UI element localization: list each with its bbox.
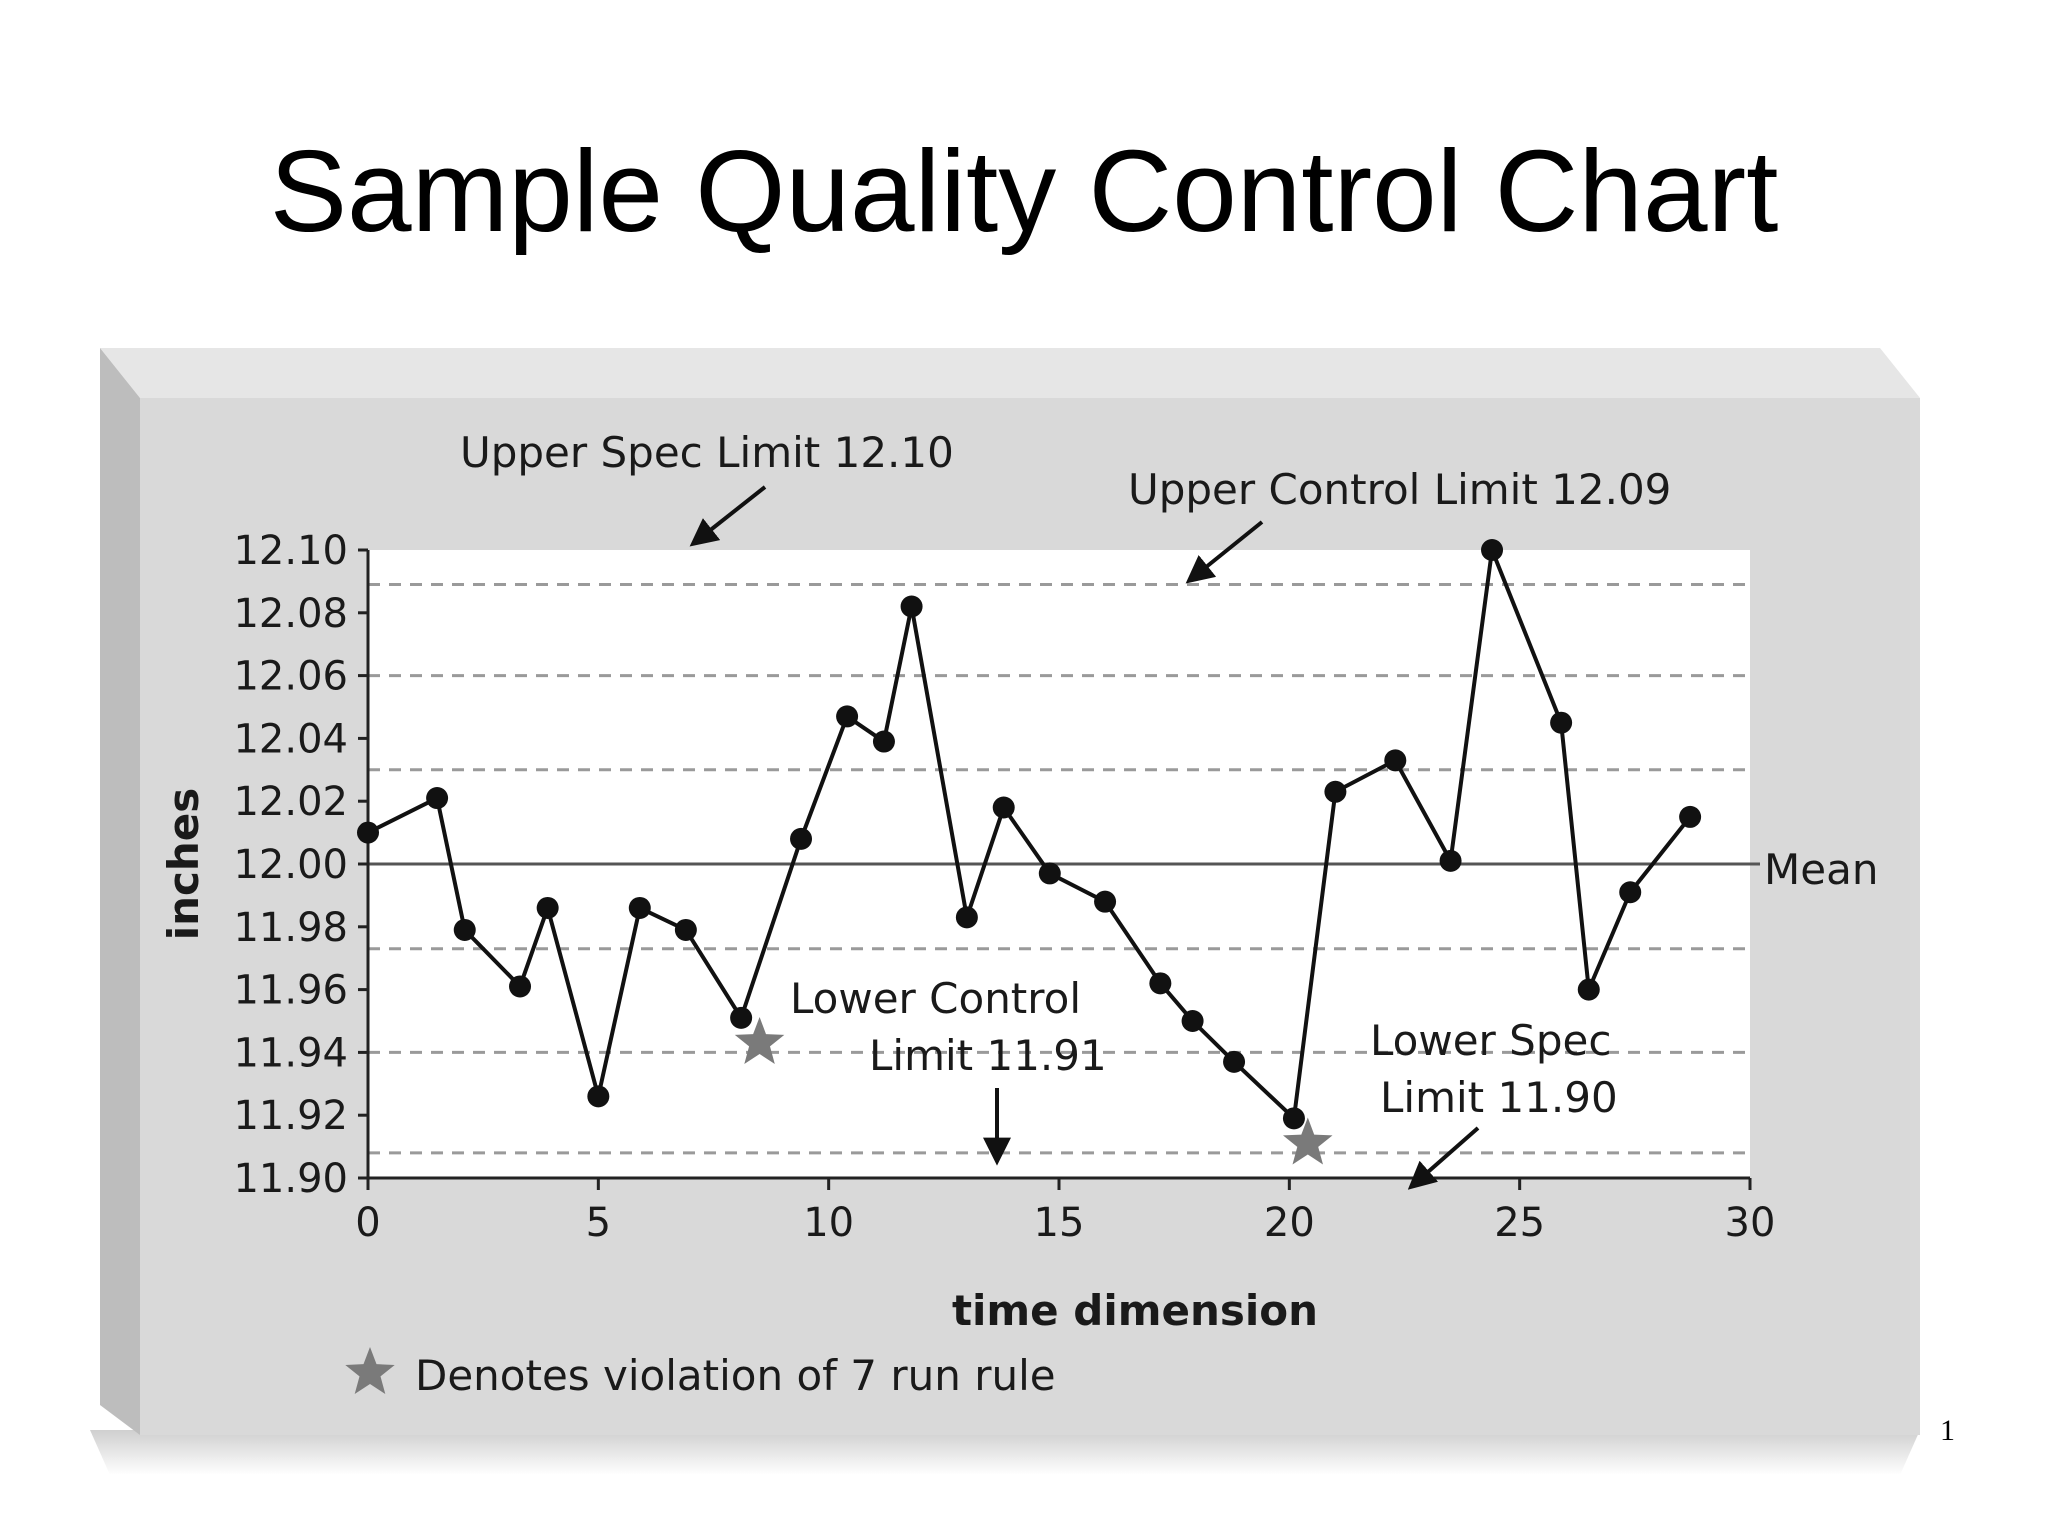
lower-control-limit-label-2: Limit 11.91 bbox=[869, 1031, 1107, 1080]
lower-spec-limit-label-2: Limit 11.90 bbox=[1380, 1073, 1618, 1122]
upper-spec-limit-label: Upper Spec Limit 12.10 bbox=[460, 428, 954, 477]
x-tick-label: 0 bbox=[355, 1200, 380, 1246]
y-tick-label: 12.08 bbox=[233, 591, 348, 637]
data-point bbox=[1619, 881, 1642, 904]
grid-layer bbox=[368, 583, 1760, 1155]
lower-control-limit-label-1: Lower Control bbox=[790, 974, 1081, 1023]
data-point bbox=[1577, 978, 1600, 1001]
y-tick-label: 12.04 bbox=[233, 716, 348, 762]
data-point bbox=[955, 906, 978, 929]
data-point bbox=[900, 595, 923, 618]
data-point bbox=[1439, 849, 1462, 872]
slide-title: Sample Quality Control Chart bbox=[269, 126, 1779, 256]
data-point bbox=[836, 705, 859, 728]
y-tick-label: 11.96 bbox=[233, 968, 348, 1014]
axis-layer: 12.10 12.08 12.06 12.04 12.02 12.00 11.98 11.96… bbox=[159, 528, 1775, 1335]
upper-control-limit-label: Upper Control Limit 12.09 bbox=[1128, 465, 1671, 514]
data-point bbox=[1384, 749, 1407, 772]
data-point bbox=[357, 821, 379, 844]
page-number: 1 bbox=[1940, 1414, 1955, 1447]
data-point bbox=[509, 975, 532, 998]
lsl-arrow bbox=[1407, 1126, 1480, 1190]
data-point bbox=[1038, 862, 1061, 885]
data-point bbox=[628, 896, 651, 919]
data-point bbox=[730, 1006, 753, 1029]
data-point bbox=[1094, 890, 1117, 913]
data-point bbox=[1223, 1050, 1246, 1073]
data-point bbox=[1324, 780, 1347, 803]
data-point bbox=[1149, 972, 1172, 995]
y-tick-label: 12.06 bbox=[233, 654, 348, 700]
x-tick-label: 30 bbox=[1725, 1200, 1776, 1246]
data-point bbox=[587, 1085, 610, 1108]
y-tick-label: 12.02 bbox=[233, 779, 348, 825]
annotation-layer: Upper Spec Limit 12.10 Upper Control Limi… bbox=[345, 428, 1878, 1400]
y-tick-label: 11.94 bbox=[233, 1030, 348, 1076]
usl-arrow bbox=[689, 485, 767, 547]
violation-star bbox=[1283, 1117, 1333, 1165]
legend-star-icon bbox=[345, 1347, 395, 1394]
x-tick-label: 15 bbox=[1034, 1200, 1085, 1246]
y-tick-label: 11.92 bbox=[233, 1093, 348, 1139]
y-tick-label: 11.98 bbox=[233, 905, 348, 951]
data-point bbox=[992, 796, 1015, 819]
data-point bbox=[674, 918, 697, 941]
x-tick-label: 20 bbox=[1264, 1200, 1315, 1246]
violation-star bbox=[734, 1017, 785, 1064]
data-point bbox=[426, 787, 449, 810]
y-tick-label: 12.00 bbox=[233, 842, 348, 888]
legend-text: Denotes violation of 7 run rule bbox=[415, 1351, 1056, 1400]
panel-top-bevel bbox=[100, 348, 1920, 398]
y-axis-title: inches bbox=[159, 788, 208, 941]
data-point bbox=[453, 918, 476, 941]
panel-left-bevel bbox=[100, 348, 140, 1435]
data-point bbox=[1550, 711, 1573, 734]
data-point bbox=[536, 896, 559, 919]
ucl-arrow bbox=[1185, 520, 1264, 584]
x-tick-label: 25 bbox=[1494, 1200, 1545, 1246]
y-tick-label: 12.10 bbox=[233, 528, 348, 574]
x-tick-label: 5 bbox=[586, 1200, 611, 1246]
data-point bbox=[1282, 1107, 1305, 1130]
lower-spec-limit-label-1: Lower Spec bbox=[1370, 1016, 1611, 1065]
data-point bbox=[1481, 539, 1504, 561]
panel-bottom-shadow bbox=[90, 1430, 1920, 1475]
x-tick-label: 10 bbox=[803, 1200, 854, 1246]
series-layer bbox=[357, 539, 1702, 1165]
data-point bbox=[790, 827, 813, 850]
data-point bbox=[1679, 805, 1702, 828]
data-point bbox=[1181, 1010, 1204, 1032]
mean-label: Mean bbox=[1764, 845, 1878, 894]
y-tick-label: 11.90 bbox=[233, 1156, 348, 1202]
x-axis-title: time dimension bbox=[952, 1286, 1318, 1335]
data-point bbox=[872, 730, 895, 753]
